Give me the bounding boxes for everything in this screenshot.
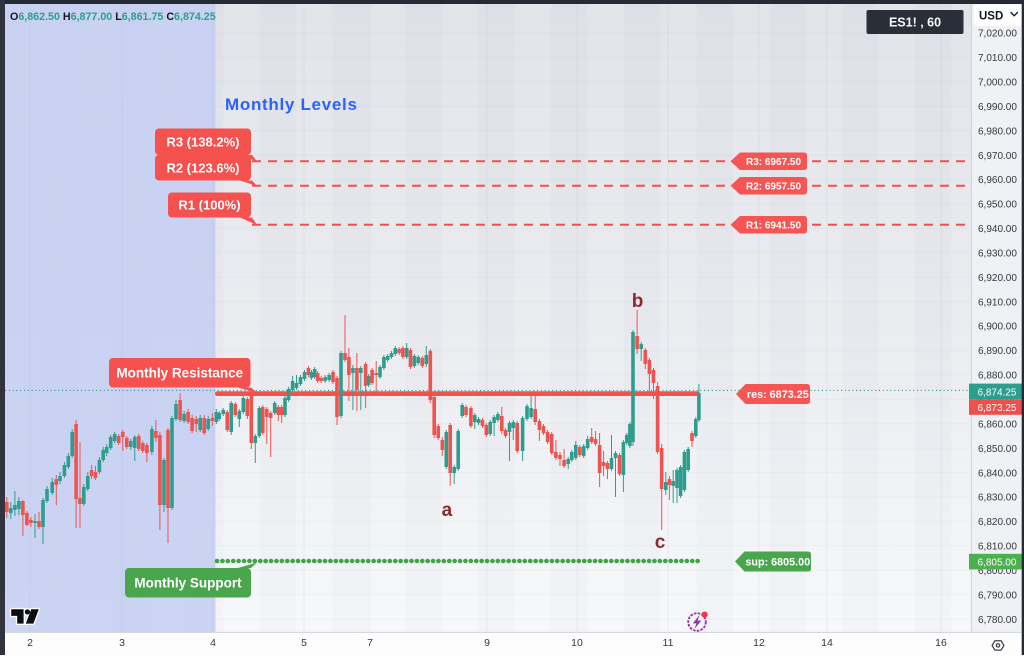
svg-text:6,970.00: 6,970.00 [978, 151, 1017, 162]
svg-text:6,780.00: 6,780.00 [978, 615, 1017, 626]
svg-text:6,830.00: 6,830.00 [978, 493, 1017, 504]
svg-text:Monthly Levels: Monthly Levels [225, 95, 358, 114]
svg-text:14: 14 [821, 637, 833, 649]
svg-text:R3 (138.2%): R3 (138.2%) [167, 134, 240, 149]
svg-text:7,010.00: 7,010.00 [978, 53, 1017, 64]
svg-text:6,820.00: 6,820.00 [978, 517, 1017, 528]
svg-text:16: 16 [935, 637, 947, 649]
svg-text:Monthly Resistance: Monthly Resistance [116, 366, 243, 381]
svg-text:res: 6873.25: res: 6873.25 [747, 389, 809, 401]
svg-text:6,805.00: 6,805.00 [978, 558, 1017, 569]
svg-text:2: 2 [27, 637, 33, 649]
svg-text:6,980.00: 6,980.00 [978, 126, 1017, 137]
svg-text:6,890.00: 6,890.00 [978, 346, 1017, 357]
svg-text:6,920.00: 6,920.00 [978, 273, 1017, 284]
svg-text:6,940.00: 6,940.00 [978, 224, 1017, 235]
svg-text:6,873.25: 6,873.25 [978, 403, 1017, 414]
svg-text:7: 7 [367, 637, 373, 649]
svg-text:Monthly Support: Monthly Support [134, 576, 242, 591]
svg-text:b: b [632, 291, 644, 312]
svg-text:a: a [442, 500, 453, 521]
svg-text:10: 10 [571, 637, 583, 649]
svg-text:6,800.00: 6,800.00 [978, 566, 1017, 577]
svg-text:7,020.00: 7,020.00 [978, 29, 1017, 40]
svg-text:c: c [655, 532, 666, 553]
svg-text:6,930.00: 6,930.00 [978, 249, 1017, 260]
svg-text:6,960.00: 6,960.00 [978, 175, 1017, 186]
svg-text:R1 (100%): R1 (100%) [178, 198, 240, 213]
svg-text:3: 3 [119, 637, 125, 649]
svg-text:R2 (123.6%): R2 (123.6%) [167, 160, 240, 175]
svg-text:USD: USD [979, 11, 1003, 23]
svg-text:6,910.00: 6,910.00 [978, 297, 1017, 308]
svg-text:6,840.00: 6,840.00 [978, 468, 1017, 479]
svg-text:6,850.00: 6,850.00 [978, 444, 1017, 455]
svg-text:6,990.00: 6,990.00 [978, 102, 1017, 113]
svg-text:11: 11 [663, 637, 674, 649]
svg-text:R1: 6941.50: R1: 6941.50 [746, 220, 801, 231]
svg-text:6,900.00: 6,900.00 [978, 322, 1017, 333]
svg-text:6,950.00: 6,950.00 [978, 200, 1017, 211]
svg-text:6,874.25: 6,874.25 [978, 387, 1017, 398]
svg-text:6,860.00: 6,860.00 [978, 419, 1017, 430]
svg-text:6,790.00: 6,790.00 [978, 590, 1017, 601]
svg-text:12: 12 [753, 637, 765, 649]
svg-text:7,000.00: 7,000.00 [978, 78, 1017, 89]
svg-text:6,810.00: 6,810.00 [978, 542, 1017, 553]
svg-text:sup: 6805.00: sup: 6805.00 [745, 556, 810, 568]
svg-text:O6,862.50 H6,877.00 L6,861.75: O6,862.50 H6,877.00 L6,861.75 C6,874.25 [10, 11, 216, 23]
svg-text:6,880.00: 6,880.00 [978, 371, 1017, 382]
svg-text:R2: 6957.50: R2: 6957.50 [746, 181, 801, 192]
svg-text:R3: 6967.50: R3: 6967.50 [746, 157, 801, 168]
svg-text:9: 9 [484, 637, 490, 649]
svg-text:4: 4 [210, 637, 216, 649]
svg-text:5: 5 [301, 637, 307, 649]
svg-text:ES1! , 60: ES1! , 60 [889, 16, 941, 30]
